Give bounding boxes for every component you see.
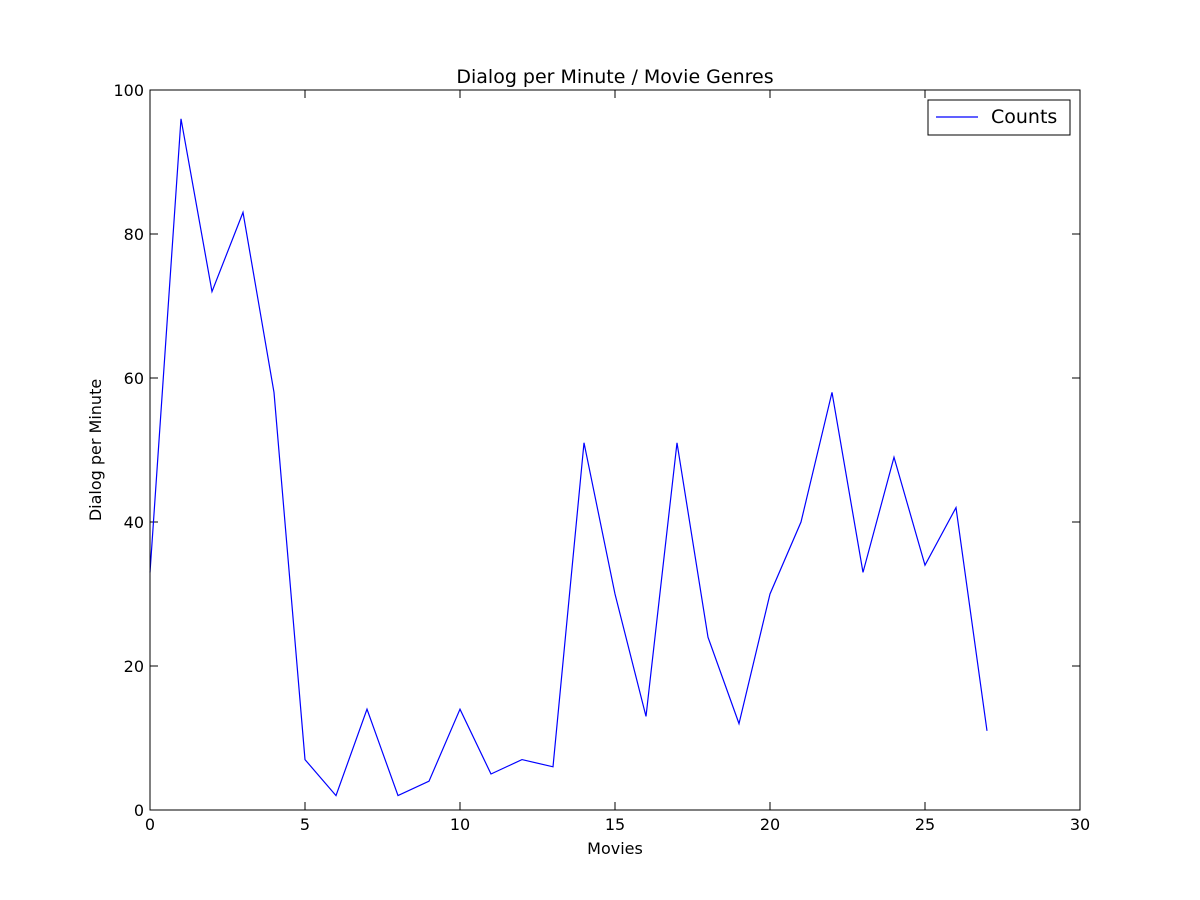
x-tick-label: 10 (450, 815, 470, 834)
y-axis-label: Dialog per Minute (86, 379, 105, 521)
y-tick-label: 60 (124, 369, 144, 388)
legend-label-counts: Counts (991, 106, 1057, 128)
series-layer (149, 118, 988, 797)
x-tick-label: 25 (915, 815, 935, 834)
x-tick-label: 5 (300, 815, 310, 834)
x-tick-label: 0 (145, 815, 155, 834)
x-tick-label: 15 (605, 815, 625, 834)
chart-title: Dialog per Minute / Movie Genres (456, 66, 773, 88)
y-tick-label: 100 (113, 81, 144, 100)
x-tick-label: 30 (1070, 815, 1090, 834)
y-tick-label: 0 (134, 801, 144, 820)
x-tick-label: 20 (760, 815, 780, 834)
y-tick-label: 20 (124, 657, 144, 676)
x-axis-label: Movies (587, 839, 643, 858)
series-line-counts (149, 118, 988, 797)
legend: Counts (927, 99, 1071, 136)
axis-tick-labels: 0 5 10 15 20 25 30 0 20 40 60 80 100 (113, 81, 1090, 834)
y-tick-label: 40 (124, 513, 144, 532)
y-tick-label: 80 (124, 225, 144, 244)
plot-area-frame (149, 89, 1081, 811)
